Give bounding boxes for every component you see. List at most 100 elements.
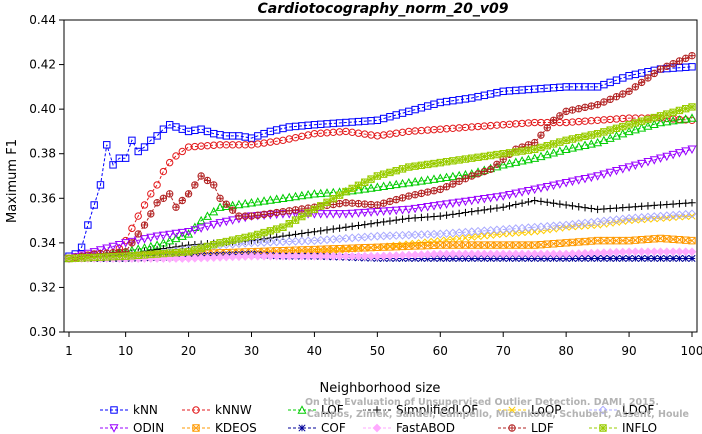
point-lof xyxy=(555,146,565,155)
point-inflo xyxy=(254,230,262,239)
point-ldof xyxy=(649,212,659,221)
point-fastabod xyxy=(561,249,571,259)
point-fastabod xyxy=(196,253,206,263)
point-ldof xyxy=(687,209,697,219)
point-cof xyxy=(455,254,463,263)
point-fastabod xyxy=(379,251,389,261)
point-inflo xyxy=(625,121,633,129)
point-lof xyxy=(549,148,559,157)
legend-marker-ldof xyxy=(598,405,608,415)
point-inflo xyxy=(637,117,646,125)
point-lof xyxy=(391,179,401,189)
point-odin xyxy=(473,195,483,205)
point-odin xyxy=(530,185,540,195)
point-simplifiedlof xyxy=(291,230,300,239)
point-ldf xyxy=(556,112,564,120)
point-ldof xyxy=(215,240,225,250)
point-fastabod xyxy=(549,249,558,259)
point-ldf xyxy=(184,190,193,198)
point-ldf xyxy=(361,200,369,208)
point-odin xyxy=(171,229,181,239)
point-cof xyxy=(461,254,470,263)
point-fastabod xyxy=(624,247,634,257)
point-ldf xyxy=(549,116,558,124)
point-kdeos xyxy=(606,236,614,245)
point-ldf xyxy=(606,95,614,103)
point-ldf xyxy=(216,194,224,202)
y-tick-label: 0.40 xyxy=(29,102,56,116)
point-inflo xyxy=(493,150,501,159)
point-ldof xyxy=(328,234,338,244)
point-simplifiedlof xyxy=(543,198,551,206)
point-fastabod xyxy=(580,248,590,258)
point-simplifiedlof xyxy=(342,223,350,231)
x-tick-label: 60 xyxy=(433,344,448,358)
point-simplifiedlof xyxy=(480,206,489,214)
point-ldf xyxy=(449,180,457,188)
point-ldf xyxy=(354,200,363,208)
legend-marker-lof xyxy=(297,405,307,414)
point-fastabod xyxy=(542,249,552,259)
point-inflo xyxy=(354,181,363,190)
point-ldf xyxy=(600,98,608,106)
point-simplifiedlof xyxy=(386,217,394,225)
point-fastabod xyxy=(492,249,502,259)
point-ldof xyxy=(442,229,451,238)
point-fastabod xyxy=(404,250,414,260)
point-fastabod xyxy=(177,254,187,263)
point-inflo xyxy=(379,170,388,178)
point-inflo xyxy=(631,119,640,127)
legend-label-cof: COF xyxy=(321,421,346,434)
point-lof xyxy=(234,199,244,209)
y-tick-label: 0.32 xyxy=(29,280,56,294)
point-ldf xyxy=(593,101,602,109)
point-kdeos xyxy=(556,239,564,248)
point-simplifiedlof xyxy=(663,200,671,209)
point-loop xyxy=(461,234,470,242)
point-inflo xyxy=(96,253,105,261)
point-odin xyxy=(102,244,112,253)
point-inflo xyxy=(241,233,249,242)
point-lof xyxy=(316,188,326,198)
point-odin xyxy=(517,188,527,197)
x-tick-label: 1 xyxy=(65,344,73,358)
point-ldof xyxy=(549,221,558,231)
point-ldf xyxy=(436,185,444,193)
point-lof xyxy=(586,139,596,148)
point-fastabod xyxy=(291,251,300,261)
point-lof xyxy=(674,115,684,124)
chart-title: Cardiotocography_norm_20_v09 xyxy=(258,1,509,17)
point-fastabod xyxy=(190,253,200,263)
point-lof xyxy=(542,149,552,159)
point-lof xyxy=(630,124,640,134)
point-knn xyxy=(619,74,627,82)
point-odin xyxy=(202,222,212,232)
point-odin xyxy=(454,198,464,208)
legend-marker-cof xyxy=(298,424,306,432)
point-inflo xyxy=(537,143,545,152)
point-simplifiedlof xyxy=(398,215,407,223)
point-inflo xyxy=(178,248,186,256)
x-tick-label: 10 xyxy=(118,344,133,358)
point-odin xyxy=(630,161,640,171)
point-fastabod xyxy=(498,249,508,259)
point-fastabod xyxy=(637,247,647,257)
point-odin xyxy=(643,158,653,167)
point-inflo xyxy=(518,147,526,155)
point-inflo xyxy=(411,162,419,170)
point-lof xyxy=(177,231,187,240)
point-simplifiedlof xyxy=(310,228,319,236)
point-inflo xyxy=(147,250,155,259)
point-cof xyxy=(650,254,658,263)
legend-marker-inflo xyxy=(599,424,607,432)
point-simplifiedlof xyxy=(530,196,539,205)
point-inflo xyxy=(335,191,344,199)
point-fastabod xyxy=(586,248,596,258)
point-simplifiedlof xyxy=(455,209,463,218)
point-ldof xyxy=(416,230,426,240)
point-fastabod xyxy=(605,248,615,257)
point-knn xyxy=(172,123,180,131)
point-fastabod xyxy=(668,247,678,257)
point-ldf xyxy=(656,65,665,73)
legend-marker-knn xyxy=(110,406,118,414)
